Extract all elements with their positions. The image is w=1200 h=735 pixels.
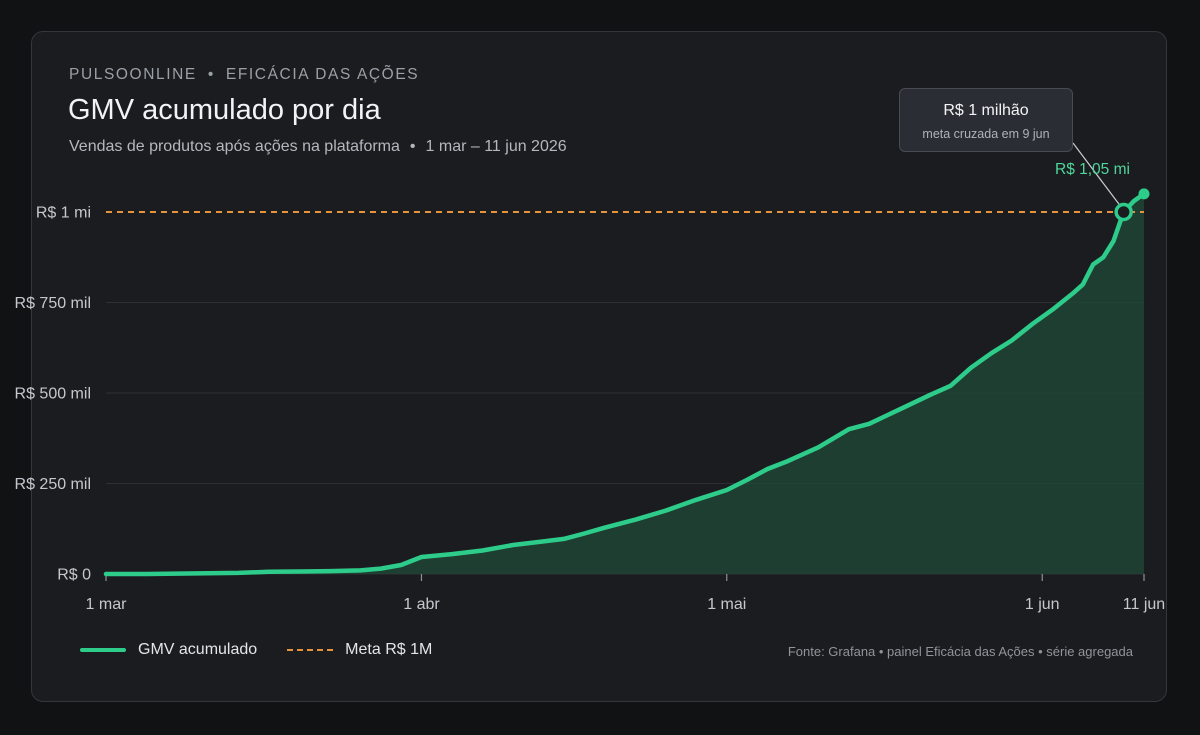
y-tick-label: R$ 1 mi bbox=[36, 205, 91, 222]
period-text: 1 mar – 11 jun 2026 bbox=[425, 138, 567, 155]
chart-title: GMV acumulado por dia bbox=[68, 94, 381, 126]
y-tick-label: R$ 750 mil bbox=[15, 295, 91, 312]
x-tick-label: 1 mai bbox=[707, 596, 746, 613]
legend-series-swatch bbox=[80, 648, 126, 652]
brand-name: PULSOONLINE bbox=[69, 66, 197, 83]
legend-series-label: GMV acumulado bbox=[138, 641, 258, 658]
y-axis: R$ 0 R$ 250 mil R$ 500 mil R$ 750 mil R$ 1 m… bbox=[15, 205, 92, 584]
tooltip-title: R$ 1 milhão bbox=[943, 102, 1029, 119]
series-line[interactable] bbox=[103, 191, 1147, 577]
chart-subtitle: Vendas de produtos após ações na platafo… bbox=[69, 138, 567, 156]
x-tick-label: 1 jun bbox=[1025, 596, 1060, 613]
section-name: EFICÁCIA DAS AÇÕES bbox=[225, 66, 420, 83]
goal-tooltip: R$ 1 milhão meta cruzada em 9 jun bbox=[899, 88, 1073, 152]
tooltip-detail: meta cruzada em 9 jun bbox=[922, 127, 1050, 141]
y-tick-label: R$ 500 mil bbox=[15, 386, 91, 403]
series-end-point[interactable] bbox=[1138, 188, 1150, 200]
subtitle-text: Vendas de produtos após ações na platafo… bbox=[69, 138, 400, 155]
legend-item-goal[interactable]: Meta R$ 1M bbox=[287, 641, 432, 659]
legend-goal-swatch bbox=[287, 649, 334, 651]
goal-crossing-marker[interactable] bbox=[1114, 202, 1133, 222]
end-value-label: R$ 1,05 mi bbox=[1055, 161, 1130, 178]
source-note: Fonte: Grafana • painel Eficácia das Açõ… bbox=[787, 644, 1133, 659]
series-area bbox=[106, 193, 1144, 574]
subtitle-separator: • bbox=[409, 138, 416, 155]
eyebrow-separator: • bbox=[207, 66, 215, 83]
x-tick-label: 11 jun bbox=[1123, 596, 1165, 613]
x-tick-label: 1 mar bbox=[86, 596, 128, 613]
legend-item-series[interactable]: GMV acumulado bbox=[80, 641, 257, 659]
x-tick-label: 1 abr bbox=[403, 596, 440, 613]
x-axis: 1 mar 1 abr 1 mai 1 jun 11 jun bbox=[86, 574, 1165, 613]
eyebrow: PULSOONLINE • EFICÁCIA DAS AÇÕES bbox=[69, 66, 419, 84]
y-tick-label: R$ 250 mil bbox=[15, 476, 91, 493]
y-tick-label: R$ 0 bbox=[57, 567, 91, 584]
legend: GMV acumulado Meta R$ 1M bbox=[80, 641, 462, 659]
legend-goal-label: Meta R$ 1M bbox=[345, 641, 433, 658]
tooltip-connector bbox=[1072, 142, 1121, 206]
